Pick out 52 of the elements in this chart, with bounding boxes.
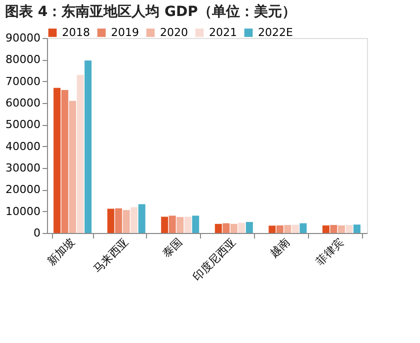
bar bbox=[330, 224, 338, 233]
bar bbox=[292, 224, 299, 233]
legend-label: 2019 bbox=[111, 26, 139, 39]
y-tick-label: 0 bbox=[34, 226, 40, 240]
bar bbox=[176, 216, 184, 233]
y-tick-label: 10000 bbox=[6, 204, 40, 218]
bar bbox=[346, 224, 353, 233]
bar bbox=[84, 60, 92, 233]
x-tick-label: 新加坡 bbox=[44, 236, 78, 268]
chart-title: 图表 4：东南亚地区人均 GDP（单位：美元） bbox=[5, 3, 296, 20]
bar bbox=[222, 223, 230, 233]
bar bbox=[214, 224, 222, 233]
bar bbox=[115, 208, 122, 233]
y-tick-label: 60000 bbox=[6, 96, 40, 110]
bar bbox=[61, 90, 68, 233]
y-tick-label: 70000 bbox=[6, 74, 40, 88]
bar bbox=[138, 204, 146, 233]
bar bbox=[322, 225, 330, 233]
bar bbox=[353, 224, 360, 233]
bar bbox=[161, 216, 168, 233]
bar bbox=[238, 222, 246, 233]
bar bbox=[268, 226, 276, 233]
x-tick-label: 泰国 bbox=[160, 236, 185, 260]
y-tick-label: 50000 bbox=[6, 118, 40, 132]
x-tick-label: 菲律宾 bbox=[314, 236, 346, 268]
bar bbox=[122, 210, 130, 233]
legend-label: 2021 bbox=[209, 26, 237, 39]
bar bbox=[130, 207, 138, 233]
bar bbox=[107, 208, 114, 233]
x-tick-label: 印度尼西亚 bbox=[190, 236, 239, 284]
bar bbox=[284, 224, 292, 233]
bar bbox=[76, 74, 84, 233]
y-tick-label: 30000 bbox=[6, 162, 40, 174]
bar bbox=[300, 223, 307, 233]
bar bbox=[276, 225, 284, 233]
bar bbox=[192, 216, 200, 233]
bar bbox=[69, 100, 76, 233]
x-tick-label: 越南 bbox=[268, 236, 292, 260]
legend-label: 2022E bbox=[258, 26, 293, 39]
bar bbox=[246, 222, 253, 233]
bar bbox=[54, 88, 61, 233]
legend-label: 2020 bbox=[160, 26, 188, 39]
y-tick-label: 40000 bbox=[6, 140, 40, 153]
legend-label: 2018 bbox=[62, 26, 90, 39]
bar bbox=[184, 216, 192, 233]
x-tick-label: 马来西亚 bbox=[90, 236, 132, 276]
y-tick-label: 20000 bbox=[6, 183, 40, 196]
bar bbox=[168, 216, 176, 233]
bar bbox=[338, 225, 345, 233]
bar bbox=[230, 224, 238, 233]
y-tick-label: 80000 bbox=[6, 53, 40, 66]
y-tick-label: 90000 bbox=[6, 32, 40, 44]
